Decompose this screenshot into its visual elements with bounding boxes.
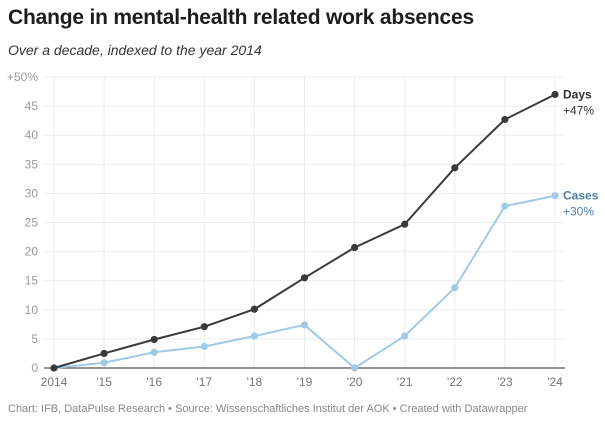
data-point-cases: [501, 202, 509, 210]
data-point-days: [300, 274, 309, 282]
data-point-days: [501, 115, 509, 124]
data-point-days: [351, 243, 359, 252]
x-tick-label: '23: [497, 375, 513, 389]
y-tick-label: 0: [31, 361, 38, 375]
data-point-days: [250, 305, 258, 313]
chart-footer: Chart: IFB, DataPulse Research • Source:…: [8, 403, 528, 415]
y-tick-label: 25: [25, 216, 39, 230]
x-tick-label: '19: [297, 375, 313, 389]
y-tick-label: +50%: [7, 70, 38, 84]
data-point-days: [401, 220, 409, 228]
x-tick-label: '15: [96, 375, 112, 389]
data-point-cases: [200, 342, 208, 351]
x-tick-label: '20: [347, 375, 363, 389]
data-point-cases: [401, 332, 409, 340]
y-tick-label: 30: [25, 186, 39, 200]
x-tick-label: '16: [146, 375, 162, 389]
y-tick-label: 15: [25, 274, 39, 288]
y-tick-label: 5: [31, 332, 38, 346]
chart-subtitle: Over a decade, indexed to the year 2014: [8, 42, 262, 58]
y-tick-label: 40: [25, 128, 39, 142]
data-point-cases: [250, 332, 258, 340]
series-end-value-cases: +30%: [563, 205, 594, 219]
y-tick-label: 20: [25, 245, 39, 259]
data-point-days: [100, 349, 108, 358]
series-label-cases: Cases: [563, 189, 599, 203]
y-tick-label: 45: [25, 99, 39, 113]
series-end-value-days: +47%: [563, 103, 594, 117]
data-point-cases: [351, 364, 359, 372]
data-point-cases: [150, 348, 158, 356]
data-point-cases: [551, 192, 559, 200]
data-point-cases: [451, 284, 459, 292]
series-label-days: Days: [563, 87, 592, 101]
data-point-cases: [100, 359, 108, 367]
x-tick-label: '18: [247, 375, 263, 389]
data-point-days: [150, 335, 158, 344]
x-tick-label: '17: [196, 375, 212, 389]
x-tick-label: '24: [547, 375, 563, 389]
data-point-days: [50, 364, 58, 372]
chart-title: Change in mental-health related work abs…: [8, 6, 474, 29]
data-point-days: [451, 164, 459, 172]
x-tick-label: 2014: [41, 375, 68, 389]
x-tick-label: '21: [397, 375, 413, 389]
data-point-days: [200, 323, 208, 331]
y-tick-label: 10: [25, 303, 39, 317]
x-tick-label: '22: [447, 375, 463, 389]
y-tick-label: 35: [25, 157, 39, 171]
data-point-days: [551, 90, 559, 99]
data-point-cases: [300, 321, 309, 329]
